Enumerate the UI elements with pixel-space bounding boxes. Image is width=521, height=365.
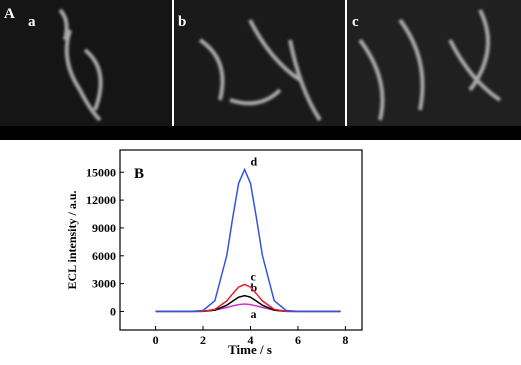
fibers [58,8,502,122]
series-line [155,303,341,313]
sem-image [0,0,172,140]
series-label: d [251,154,258,168]
series-label: c [251,270,257,284]
x-tick-label: 6 [295,333,301,347]
series-label: b [251,281,258,295]
series-label: a [251,307,257,321]
x-axis-label: Time / s [228,342,272,357]
panel-label: A [4,6,15,22]
plot-frame [119,149,363,331]
sem-image [347,0,521,140]
series-line [155,167,341,313]
x-tick-label: 4 [247,333,253,347]
y-tick-label: 3000 [92,277,116,291]
image-label: b [178,14,186,30]
y-axis-label: ECL intensity / a.u. [65,190,79,289]
image-label: a [28,14,36,30]
x-tick-label: 0 [153,333,159,347]
sem-images: A a b c [0,0,521,140]
x-tick-label: 2 [200,333,206,347]
y-tick-label: 6000 [92,249,116,263]
y-tick-label: 0 [110,304,116,318]
panel-label: B [134,166,144,182]
y-tick-label: 15000 [86,165,116,179]
y-tick-label: 12000 [86,193,116,207]
series-line [155,283,341,313]
y-tick-label: 9000 [92,221,116,235]
image-label: c [352,14,359,30]
x-tick-label: 8 [342,333,348,347]
info-bar [0,126,521,140]
series-line [155,294,341,313]
